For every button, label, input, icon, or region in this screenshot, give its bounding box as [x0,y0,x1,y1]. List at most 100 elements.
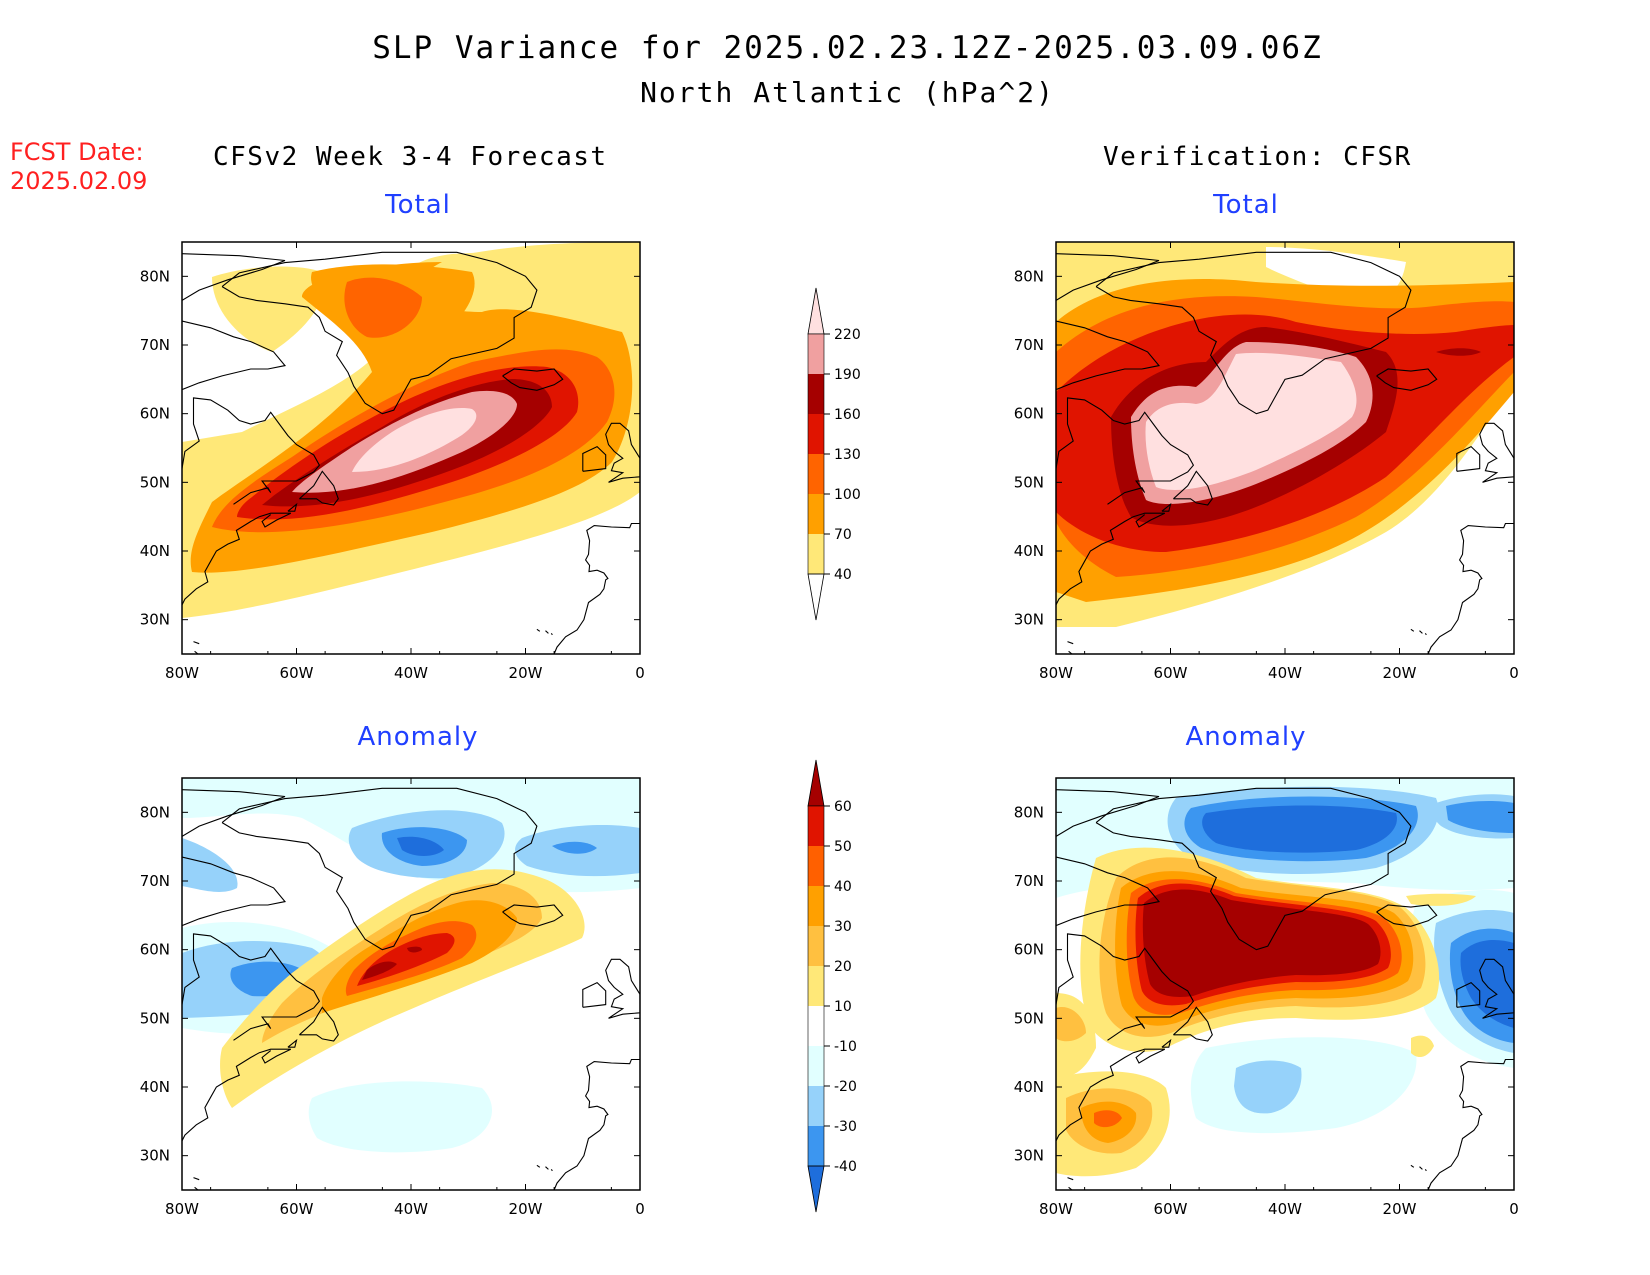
coastline-segment [502,904,564,927]
colorbar-label: -20 [834,1079,857,1095]
colorbar-box [808,1006,824,1046]
coastline-segment [536,1164,541,1168]
lon-tick-label: 0 [635,1200,645,1218]
coastline-segment [536,628,541,632]
lon-tick-label: 40W [394,664,428,682]
colorbar-label: 20 [834,959,852,975]
lon-tick-label: 0 [1509,664,1519,682]
coastline-segment [582,981,607,1008]
coastline-segment [1479,958,1514,1019]
colorbar-label: 100 [834,487,861,503]
fcst-date-value: 2025.02.09 [10,167,148,195]
lat-tick-label: 30N [1014,611,1044,629]
axes-layer: 80W 60W 40W 20W 0 80N 70N 60N 50N 40N 30N 80W 60W 40W… [140,241,1519,1218]
lat-tick-label: 30N [1014,1147,1044,1165]
colorbar-box [808,886,824,926]
lat-tick-label: 50N [1014,1009,1044,1027]
lat-tick-label: 80N [140,803,170,821]
coastline-segment [182,789,286,837]
coastline-forecast-anomaly [182,787,640,1190]
forecast-column-title: CFSv2 Week 3-4 Forecast [213,142,608,172]
colorbar-label: -10 [834,1039,857,1055]
verification-total-map [1056,242,1514,654]
lat-tick-label: 60N [1014,941,1044,959]
coastline-segment [553,522,640,654]
lat-tick-label: 60N [140,941,170,959]
fcst-date-heading: FCST Date: [10,138,144,166]
coastline-segment [1161,1038,1172,1048]
colorbar-box [808,334,824,374]
colorbar-bottom-triangle [807,1165,825,1213]
colorbar-box [808,494,824,534]
coastline-segment [1456,445,1481,472]
coastline-segment [1410,1164,1415,1168]
lat-tick-label: 40N [140,1078,170,1096]
lat-tick-label: 70N [1014,872,1044,890]
coastline-segment [182,320,287,391]
coastline-segment [1419,1166,1423,1170]
forecast-anomaly-subtitle: Anomaly [357,722,479,752]
coastline-segment [1056,397,1195,505]
lon-tick-label: 0 [635,664,645,682]
lat-tick-label: 80N [1014,803,1044,821]
coastline-segment [287,502,298,512]
coastline-segment [182,253,286,301]
lat-tick-label: 60N [1014,405,1044,423]
lon-tick-label: 80W [1039,1200,1073,1218]
lat-tick-label: 40N [140,542,170,560]
coastline-segment [221,251,538,415]
forecast-anomaly-map [182,778,640,1190]
coastline-segment [1376,368,1438,391]
colorbar-box [808,1086,824,1126]
lon-tick-label: 60W [280,1200,314,1218]
forecast-total-shading [182,242,640,618]
colorbar-box [808,1126,824,1166]
lat-tick-label: 50N [1014,473,1044,491]
coastline-verification-total [1056,251,1514,654]
colorbar-bottom-triangle [807,573,825,621]
coastline-segment [1161,502,1172,512]
lon-tick-label: 20W [509,1200,543,1218]
forecast-total-subtitle: Total [385,190,451,220]
coastline-segment [299,470,339,506]
verification-anomaly-shading [1056,778,1514,1177]
lon-tick-label: 0 [1509,1200,1519,1218]
lon-tick-label: 60W [280,664,314,682]
lon-tick-label: 40W [1268,1200,1302,1218]
coastline-segment [1095,251,1412,415]
coastline-segment [1056,253,1160,301]
lat-tick-label: 70N [140,872,170,890]
forecast-date-label: FCST Date: 2025.02.09 [10,138,147,196]
colorbar-label: 30 [834,919,852,935]
verification-column-title: Verification: CFSR [1103,142,1412,172]
coastline-segment [550,1169,553,1172]
coastline-segment [1424,1169,1427,1172]
coastline-segment [1479,422,1514,483]
colorbar-outline [807,805,825,1167]
colorbar-box [808,534,824,574]
coastline-segment [299,1006,339,1042]
colorbar-label: 160 [834,407,861,423]
verification-anomaly-subtitle: Anomaly [1185,722,1307,752]
verification-total-subtitle: Total [1213,190,1279,220]
coastline-segment [287,1038,298,1048]
lon-tick-label: 40W [394,1200,428,1218]
lon-tick-label: 60W [1154,664,1188,682]
colorbar-box [808,806,824,846]
anomaly-colorbar: -40 -30 -20 -10 10 20 30 40 50 60 [807,759,857,1213]
coastline-segment [182,933,321,1041]
colorbar-top-triangle [807,287,825,335]
colorbar-label: -40 [834,1159,857,1175]
lat-tick-label: 50N [140,1009,170,1027]
lat-tick-label: 80N [1014,267,1044,285]
colorbar-box [808,414,824,454]
lat-tick-label: 70N [140,336,170,354]
coastline-segment [1427,522,1514,654]
lat-tick-label: 40N [1014,542,1044,560]
lat-tick-label: 70N [1014,336,1044,354]
coastline-segment [1067,641,1074,645]
colorbar-box [808,374,824,414]
colorbar-box [808,846,824,886]
colorbar-label: 70 [834,527,852,543]
